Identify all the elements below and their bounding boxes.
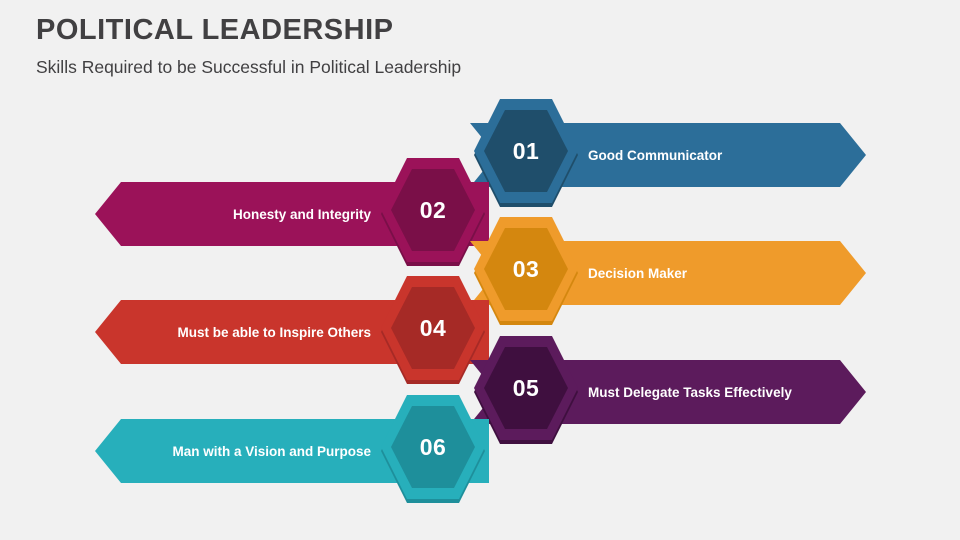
slide-header: POLITICAL LEADERSHIP Skills Required to … (36, 14, 461, 78)
item-label-04: Must be able to Inspire Others (177, 324, 371, 340)
process-item-05[interactable]: 05 Must Delegate Tasks Effectively (470, 336, 866, 448)
hex-badge-02: 02 (377, 158, 489, 270)
item-number-01: 01 (512, 137, 540, 164)
item-number-05: 05 (512, 374, 540, 401)
process-item-01[interactable]: 01 Good Communicator (470, 99, 866, 211)
item-number-04: 04 (419, 314, 447, 341)
hex-badge-03: 03 (470, 217, 582, 329)
item-label-01: Good Communicator (588, 147, 723, 163)
hex-badge-06: 06 (377, 395, 489, 507)
process-item-03[interactable]: 03 Decision Maker (470, 217, 866, 329)
item-number-03: 03 (512, 255, 540, 282)
hex-badge-05: 05 (470, 336, 582, 448)
page-subtitle: Skills Required to be Successful in Poli… (36, 57, 462, 78)
hex-badge-01: 01 (470, 99, 582, 211)
process-item-04[interactable]: 04 Must be able to Inspire Others (95, 276, 489, 388)
process-item-02[interactable]: 02 Honesty and Integrity (95, 158, 489, 270)
item-label-03: Decision Maker (588, 265, 688, 281)
item-label-06: Man with a Vision and Purpose (172, 443, 371, 459)
item-number-02: 02 (419, 196, 447, 223)
hex-badge-04: 04 (377, 276, 489, 388)
item-label-05: Must Delegate Tasks Effectively (588, 384, 792, 400)
hexagon-inner-02: 02 (391, 169, 475, 251)
item-number-06: 06 (419, 433, 447, 460)
item-label-02: Honesty and Integrity (232, 206, 371, 222)
page-title: POLITICAL LEADERSHIP (36, 14, 394, 46)
process-item-06[interactable]: 06 Man with a Vision and Purpose (95, 395, 489, 507)
